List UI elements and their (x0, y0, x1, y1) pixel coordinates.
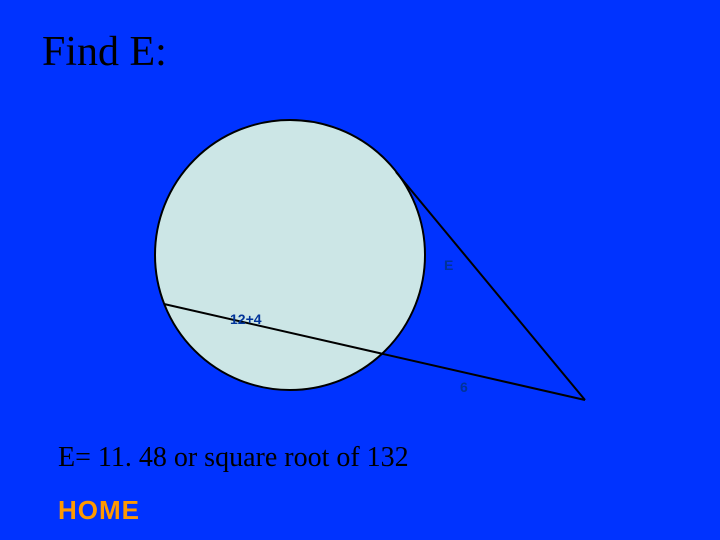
tangent-line (396, 172, 585, 400)
home-button[interactable]: HOME (58, 495, 140, 526)
label-secant: 12+4 (230, 311, 262, 327)
answer-text: E= 11. 48 or square root of 132 (58, 442, 409, 474)
label-tangent: 6 (460, 379, 468, 395)
page-title: Find E: (42, 28, 167, 76)
label-e: E (444, 257, 453, 273)
circle-shape (155, 120, 425, 390)
geometry-diagram: E 12+4 6 (130, 100, 600, 410)
